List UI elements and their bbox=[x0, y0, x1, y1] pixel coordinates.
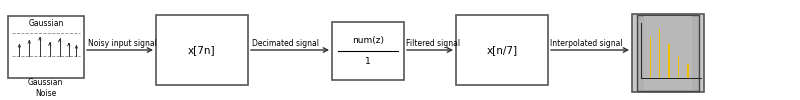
Text: 1: 1 bbox=[365, 56, 371, 66]
Text: num(z): num(z) bbox=[352, 36, 384, 46]
Text: x[7n]: x[7n] bbox=[188, 45, 216, 55]
Bar bbox=[156, 15, 248, 85]
Bar bbox=[456, 15, 548, 85]
Text: Interpolated signal: Interpolated signal bbox=[550, 39, 623, 48]
Bar bbox=[644, 16, 692, 90]
Bar bbox=[8, 16, 84, 78]
Text: x[n/7]: x[n/7] bbox=[486, 45, 518, 55]
Bar bbox=[632, 14, 704, 92]
Text: Filtered signal: Filtered signal bbox=[406, 39, 461, 48]
Text: Decimated signal: Decimated signal bbox=[252, 39, 319, 48]
Bar bbox=[332, 22, 404, 80]
Bar bbox=[678, 56, 679, 78]
Bar bbox=[650, 37, 651, 78]
Text: Gaussian: Gaussian bbox=[28, 19, 64, 28]
Bar bbox=[687, 64, 689, 78]
Text: Gaussian
Noise: Gaussian Noise bbox=[28, 78, 63, 98]
Bar bbox=[668, 44, 670, 78]
Bar bbox=[658, 29, 660, 78]
Text: Noisy input signal: Noisy input signal bbox=[88, 39, 157, 48]
Bar bbox=[637, 15, 699, 91]
